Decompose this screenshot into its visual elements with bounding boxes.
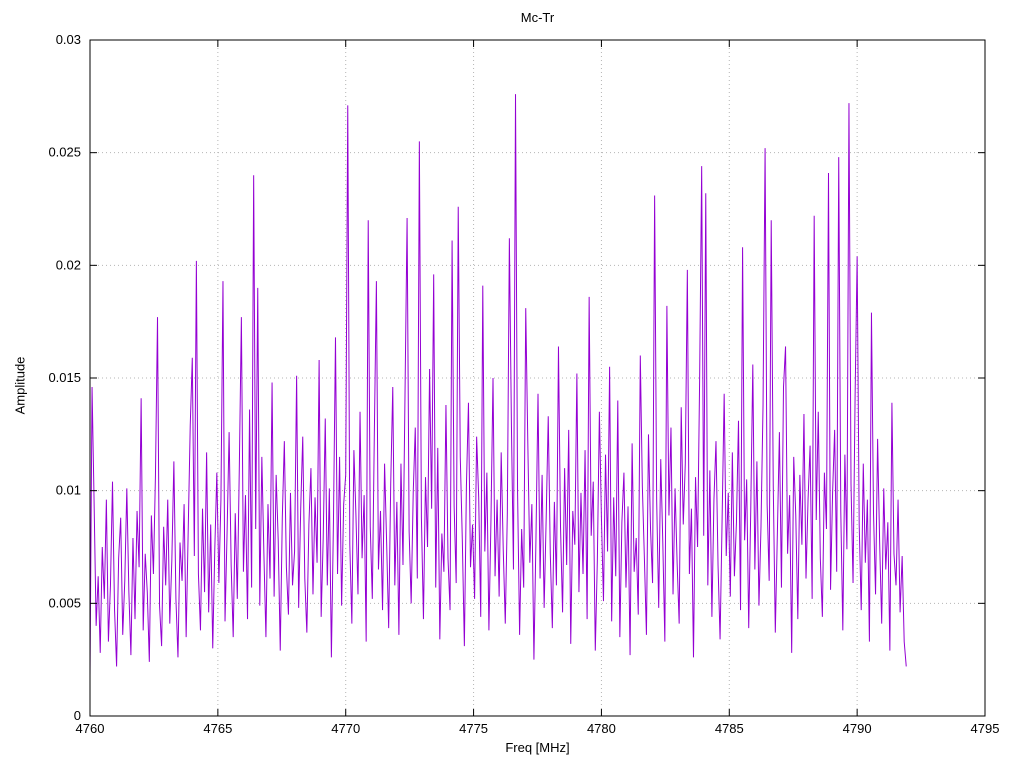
data-series-line bbox=[89, 94, 907, 676]
x-tick-label: 4775 bbox=[459, 721, 488, 736]
x-tick-label: 4780 bbox=[587, 721, 616, 736]
x-tick-label: 4765 bbox=[203, 721, 232, 736]
y-tick-label: 0.025 bbox=[48, 145, 81, 160]
y-tick-label: 0.015 bbox=[48, 370, 81, 385]
y-tick-label: 0.02 bbox=[56, 257, 81, 272]
x-axis-label: Freq [MHz] bbox=[505, 740, 570, 755]
y-axis-label: Amplitude bbox=[12, 356, 28, 415]
y-tick-label: 0.005 bbox=[48, 595, 81, 610]
chart-title: Mc-Tr bbox=[520, 10, 555, 25]
x-tick-label: 4760 bbox=[76, 721, 105, 736]
y-tick-label: 0.03 bbox=[56, 32, 81, 47]
y-tick-label: 0.01 bbox=[56, 483, 81, 498]
x-tick-label: 4785 bbox=[715, 721, 744, 736]
y-tick-label: 0 bbox=[74, 708, 81, 723]
x-tick-label: 4795 bbox=[971, 721, 1000, 736]
x-tick-label: 4770 bbox=[331, 721, 360, 736]
x-tick-label: 4790 bbox=[843, 721, 872, 736]
